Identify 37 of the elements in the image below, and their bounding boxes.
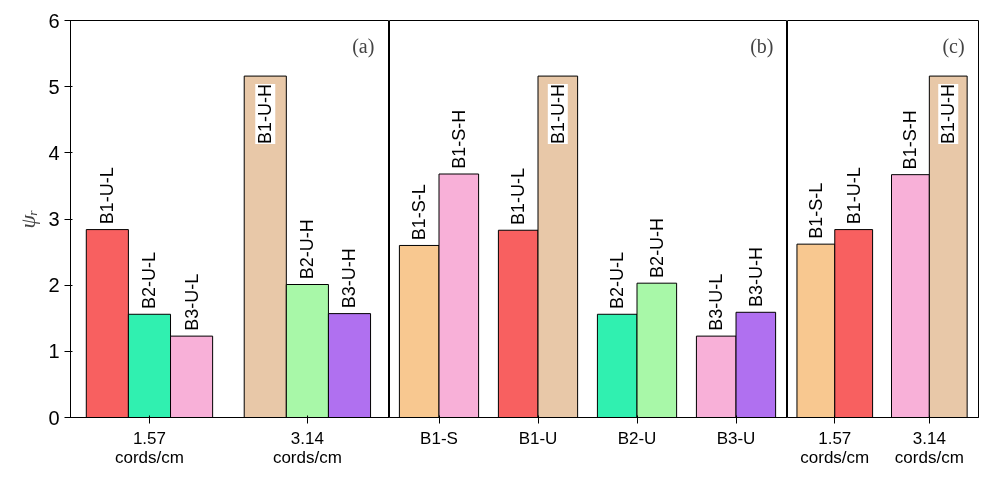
data-label: B3-U-L xyxy=(706,273,727,331)
x-tick-label: 1.57 cords/cm xyxy=(114,428,184,467)
data-label: B1-U-L xyxy=(508,167,529,225)
data-label: B1-U-H xyxy=(547,84,568,145)
x-tick-label: 3.14 cords/cm xyxy=(894,428,964,467)
data-label: B1-U-H xyxy=(938,84,959,145)
data-label: B1-U-H xyxy=(255,84,276,145)
data-label: B3-U-H xyxy=(745,246,766,307)
data-label: B1-S-L xyxy=(409,184,430,241)
x-tick-label: 3.14 cords/cm xyxy=(272,428,342,467)
y-tick-label: 0 xyxy=(48,406,60,429)
data-label: B2-U-H xyxy=(297,219,318,280)
y-tick-label: 6 xyxy=(48,9,60,32)
data-label: B2-U-L xyxy=(139,251,160,309)
data-label: B1-S-H xyxy=(900,110,921,170)
data-label: B2-U-H xyxy=(646,217,667,278)
y-axis-title: ψᵣ xyxy=(15,209,41,229)
x-tick-label: B1-U xyxy=(518,428,558,448)
text: (c) xyxy=(942,34,965,58)
data-label: B1-U-L xyxy=(843,167,864,225)
data-label: B3-U-H xyxy=(339,248,360,309)
y-tick-label: 1 xyxy=(48,340,60,363)
y-tick-label: 2 xyxy=(48,274,60,297)
x-tick-label: B2-U xyxy=(617,428,657,448)
y-tick-label: 4 xyxy=(48,141,60,164)
data-label: B1-S-L xyxy=(805,182,826,239)
data-label: B1-U-L xyxy=(97,167,118,225)
x-tick-label: B1-S xyxy=(420,428,458,448)
x-tick-label: B3-U xyxy=(716,428,756,448)
y-tick-label: 3 xyxy=(48,208,60,230)
x-tick-label: 1.57 cords/cm xyxy=(800,428,870,467)
data-label: B3-U-L xyxy=(181,273,202,331)
y-tick-label: 5 xyxy=(48,75,60,98)
text: (b) xyxy=(750,34,774,58)
text: (a) xyxy=(352,34,375,58)
data-label: B1-S-H xyxy=(448,109,469,169)
data-label: B2-U-L xyxy=(607,251,628,309)
